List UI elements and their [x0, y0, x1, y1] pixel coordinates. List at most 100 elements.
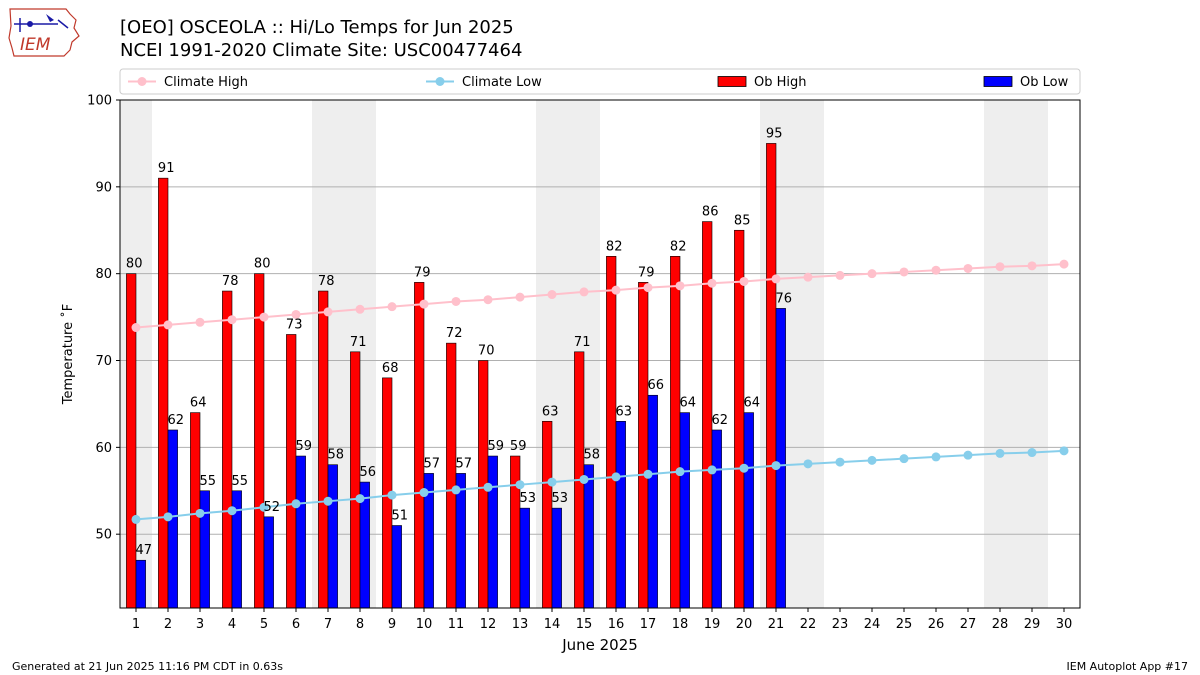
y-tick-label: 60 [95, 441, 112, 456]
ob-low-label: 62 [712, 413, 729, 428]
ob-low-bar [551, 507, 562, 609]
ob-low-bar [583, 464, 594, 609]
ob-low-label: 53 [552, 491, 569, 506]
climate-low-point [771, 461, 781, 471]
climate-low-point [579, 474, 589, 484]
climate-low-point [163, 512, 173, 522]
ob-high-label: 70 [478, 344, 495, 359]
ob-low-bar [263, 516, 274, 609]
x-tick-label: 14 [544, 617, 561, 632]
climate-high-point [451, 296, 461, 306]
x-tick-label: 7 [324, 617, 332, 632]
ob-high-label: 71 [574, 335, 591, 350]
legend-swatch-bar [983, 76, 1013, 87]
y-axis-label: Temperature ˚F [60, 304, 76, 405]
ob-low-label: 59 [296, 439, 313, 454]
climate-low-point [739, 463, 749, 473]
x-tick-label: 16 [608, 617, 625, 632]
ob-low-bar [199, 490, 210, 609]
climate-low-point [995, 448, 1005, 458]
climate-low-point [419, 488, 429, 498]
ob-low-bar [327, 464, 338, 609]
legend-box [119, 68, 1081, 95]
chart-subtitle: NCEI 1991-2020 Climate Site: USC00477464 [120, 40, 523, 61]
ob-high-label: 72 [446, 326, 463, 341]
plot-frame [119, 99, 1081, 609]
iem-logo: IEM [8, 8, 80, 57]
ob-low-bar [711, 429, 722, 609]
footer-generated-text: Generated at 21 Jun 2025 11:16 PM CDT in… [12, 660, 284, 673]
climate-high-point [515, 292, 525, 302]
climate-high-point [867, 269, 877, 279]
ob-high-label: 71 [350, 335, 367, 350]
ob-high-label: 78 [222, 274, 239, 289]
climate-low-point [291, 499, 301, 509]
ob-low-label: 58 [584, 448, 601, 463]
ob-low-label: 76 [776, 291, 793, 306]
ob-high-bar [510, 455, 521, 609]
ob-high-bar [766, 143, 777, 609]
y-tick-label: 50 [95, 528, 112, 543]
ob-low-label: 58 [328, 448, 345, 463]
legend-swatch-marker [137, 77, 147, 86]
x-tick-label: 4 [228, 617, 236, 632]
y-tick-label: 80 [95, 267, 112, 282]
ob-low-label: 53 [520, 491, 537, 506]
x-tick-label: 3 [196, 617, 204, 632]
climate-low-point [643, 469, 653, 479]
climate-lines [131, 259, 1069, 524]
x-tick-label: 24 [864, 617, 881, 632]
y-axis: 50 60 70 80 90 100 [87, 94, 120, 543]
legend-swatch-bar [717, 76, 747, 87]
ob-low-label: 66 [648, 378, 665, 393]
ob-low-label: 64 [680, 396, 697, 411]
climate-low-point [707, 465, 717, 475]
climate-high-point [323, 307, 333, 317]
bar-value-labels: 80 91 64 78 80 73 78 71 68 79 72 70 59 63 71 82 79 82 86 85… [126, 126, 792, 558]
ob-high-bar [542, 420, 553, 609]
climate-low-point [451, 485, 461, 495]
ob-high-bar [670, 256, 681, 609]
ob-low-label: 51 [392, 509, 409, 524]
ob-high-label: 68 [382, 361, 399, 376]
legend-label: Ob Low [1020, 75, 1069, 90]
ob-high-label: 78 [318, 274, 335, 289]
climate-low-point [547, 477, 557, 487]
weekend-band [984, 100, 1016, 608]
climate-high-point [739, 276, 749, 286]
ob-high-bar [414, 282, 425, 609]
x-tick-label: 18 [672, 617, 689, 632]
ob-low-label: 52 [264, 500, 281, 515]
climate-low-point [867, 455, 877, 465]
ob-high-label: 85 [734, 213, 751, 228]
climate-low-point [803, 459, 813, 469]
climate-low-point [931, 452, 941, 462]
x-tick-label: 11 [448, 617, 465, 632]
x-axis-label: June 2025 [561, 636, 638, 654]
ob-low-bar [487, 455, 498, 609]
climate-high-point [195, 317, 205, 327]
climate-high-point [995, 262, 1005, 272]
ob-low-bar [743, 412, 754, 609]
ob-high-label: 86 [702, 205, 719, 220]
ob-high-bar [734, 229, 745, 609]
ob-low-label: 55 [200, 474, 217, 489]
ob-high-label: 63 [542, 404, 559, 419]
climate-low-point [227, 506, 237, 516]
climate-low-point [355, 494, 365, 504]
x-tick-label: 17 [640, 617, 657, 632]
climate-high-point [675, 281, 685, 291]
climate-high-point [611, 285, 621, 295]
climate-high-point [291, 309, 301, 319]
climate-low-point [963, 450, 973, 460]
ob-high-bar [638, 282, 649, 609]
y-tick-label: 90 [95, 180, 112, 195]
climate-high-point [483, 295, 493, 305]
climate-high-point [419, 299, 429, 309]
ob-high-label: 59 [510, 439, 527, 454]
climate-low-point [131, 514, 141, 524]
climate-high-point [1027, 261, 1037, 271]
weekend-band [792, 100, 824, 608]
ob-high-bar [606, 256, 617, 609]
x-tick-label: 20 [736, 617, 753, 632]
